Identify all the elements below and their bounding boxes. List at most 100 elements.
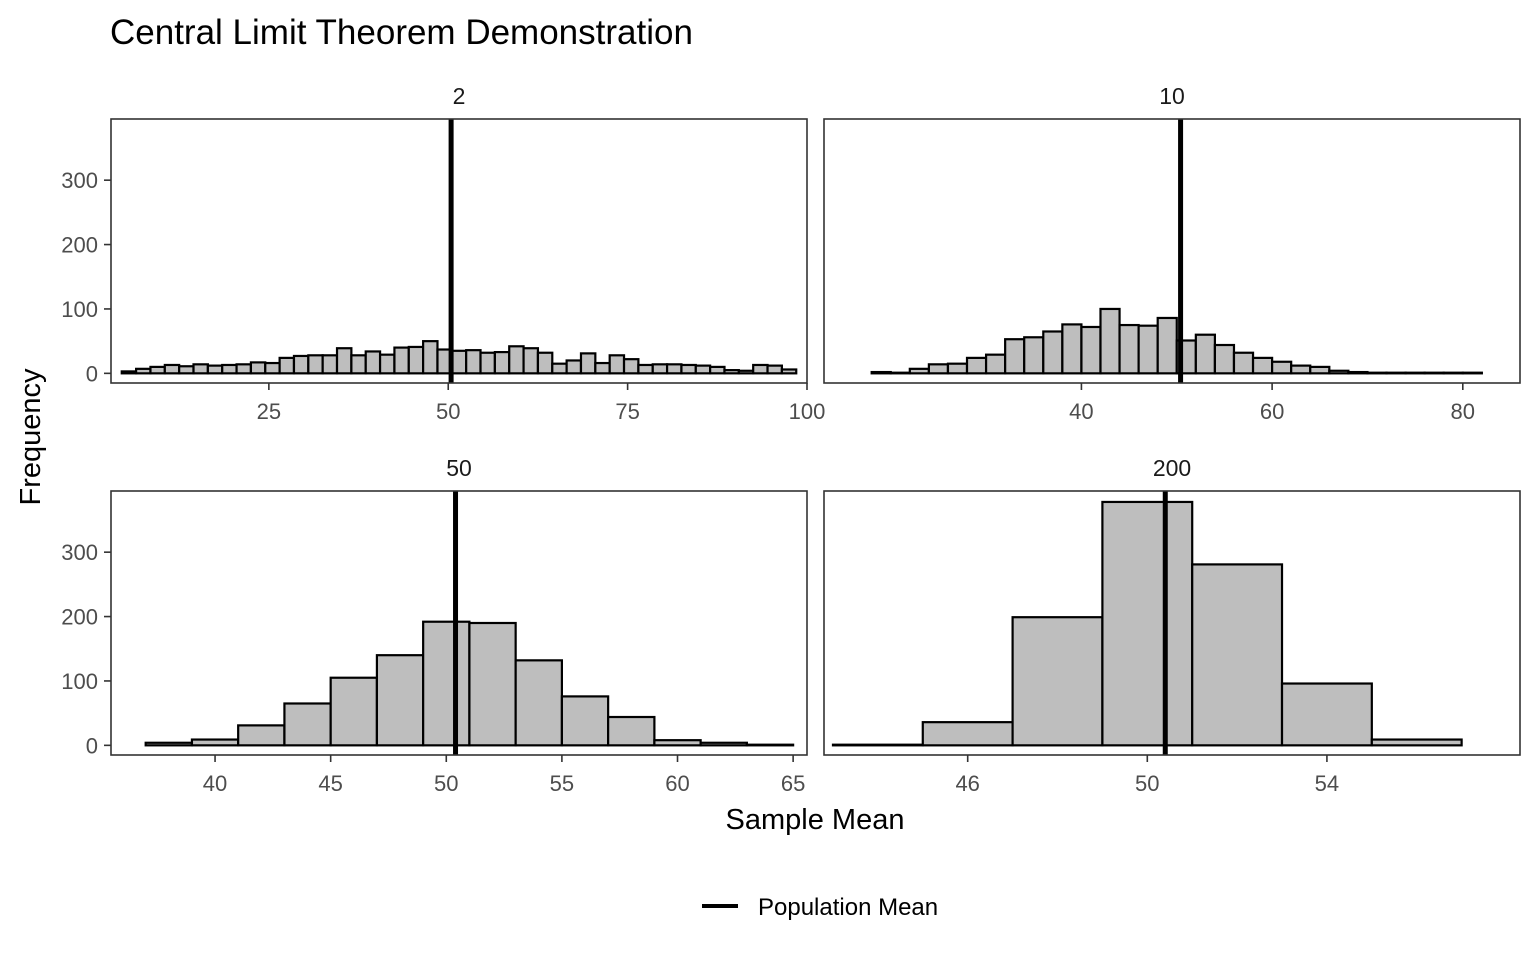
histogram-bar bbox=[766, 364, 783, 375]
facet-panel-50: 50 0 100 200 300 40 45 50 55 60 65 bbox=[61, 455, 808, 796]
histogram-bar bbox=[579, 352, 597, 375]
histogram-bar bbox=[321, 354, 339, 375]
x-tick-label: 40 bbox=[203, 771, 227, 796]
histogram-bar bbox=[680, 363, 697, 375]
histogram-bar bbox=[149, 365, 166, 375]
histogram-bar bbox=[927, 363, 950, 375]
histogram-bar bbox=[1191, 563, 1284, 747]
histogram-bar bbox=[422, 620, 471, 747]
x-tick-label: 40 bbox=[1069, 399, 1093, 424]
histogram-bar bbox=[745, 743, 795, 747]
histogram-bar bbox=[1251, 356, 1274, 375]
histogram-bar bbox=[1023, 336, 1045, 375]
x-tick-label: 50 bbox=[1135, 771, 1159, 796]
histogram-bar bbox=[206, 364, 224, 375]
histogram-bar bbox=[364, 350, 382, 375]
histogram-bar bbox=[407, 345, 425, 375]
histogram-bar bbox=[479, 351, 496, 375]
y-tick-label: 300 bbox=[61, 168, 98, 193]
legend: Population Mean bbox=[702, 894, 938, 921]
histogram-bar bbox=[1213, 343, 1236, 375]
histogram-bar bbox=[493, 350, 511, 375]
histogram-bar bbox=[144, 741, 194, 747]
histogram-bar bbox=[450, 349, 468, 375]
histogram-bar bbox=[292, 354, 310, 375]
histogram-bar bbox=[1271, 360, 1293, 375]
panel-border bbox=[823, 118, 1521, 384]
histogram-bar bbox=[1404, 371, 1426, 375]
histogram-bar bbox=[514, 659, 563, 747]
histogram-bar bbox=[393, 346, 410, 375]
facet-panel-2: 2 0 100 200 300 25 50 75 100 bbox=[61, 83, 825, 424]
histogram-bar bbox=[190, 738, 240, 747]
y-tick-label: 0 bbox=[86, 733, 98, 758]
histogram-bar bbox=[984, 353, 1007, 375]
histogram-bar bbox=[508, 345, 525, 375]
panel-border bbox=[110, 490, 808, 756]
histogram-bar bbox=[249, 361, 267, 375]
histogram-bar bbox=[163, 363, 181, 375]
x-tick-label: 25 bbox=[257, 399, 281, 424]
x-tick-label: 60 bbox=[1260, 399, 1284, 424]
histogram-bar bbox=[307, 354, 324, 375]
facet-strip-label: 2 bbox=[453, 83, 466, 109]
histogram-bar bbox=[1080, 325, 1102, 375]
histogram-bar bbox=[737, 369, 755, 375]
histogram-bar bbox=[565, 359, 583, 375]
histogram-bar bbox=[1309, 365, 1331, 375]
histogram-bar bbox=[921, 721, 1014, 747]
y-tick-label: 0 bbox=[86, 361, 98, 386]
histogram-bar bbox=[1385, 371, 1407, 375]
histogram-bar bbox=[135, 367, 152, 375]
histogram-bar bbox=[1061, 323, 1083, 375]
facet-panel-200: 200 46 50 54 bbox=[823, 455, 1521, 796]
histogram-bar bbox=[422, 340, 439, 375]
histogram-bar bbox=[709, 365, 726, 375]
histogram-bar bbox=[1232, 351, 1255, 375]
x-tick-label: 100 bbox=[789, 399, 826, 424]
histogram-bar bbox=[1442, 371, 1464, 375]
histogram-bar bbox=[221, 363, 238, 375]
histogram-bar bbox=[178, 365, 195, 375]
histogram-bar bbox=[622, 358, 640, 375]
y-tick-label: 200 bbox=[61, 605, 98, 630]
histogram-bar bbox=[752, 363, 769, 375]
x-tick-label: 55 bbox=[550, 771, 574, 796]
histogram-bar bbox=[1099, 307, 1121, 375]
histogram-bar bbox=[1461, 371, 1483, 375]
histogram-bar bbox=[831, 743, 924, 747]
histogram-bar bbox=[1280, 682, 1373, 747]
histogram-bar bbox=[1194, 333, 1217, 375]
x-tick-label: 60 bbox=[665, 771, 689, 796]
histogram-bar bbox=[192, 363, 209, 375]
histogram-bar bbox=[1366, 371, 1388, 375]
panel-border bbox=[823, 490, 1521, 756]
histogram-bar bbox=[560, 695, 610, 747]
histogram-bar bbox=[607, 715, 656, 747]
chart-title: Central Limit Theorem Demonstration bbox=[110, 13, 693, 52]
facet-strip-label: 200 bbox=[1153, 455, 1191, 481]
histogram-bar bbox=[780, 368, 798, 375]
histogram-bar bbox=[694, 364, 712, 375]
x-tick-label: 46 bbox=[955, 771, 979, 796]
histogram-bar bbox=[637, 363, 654, 375]
histogram-bar bbox=[699, 741, 748, 747]
histogram-bar bbox=[1156, 316, 1178, 375]
x-tick-label: 50 bbox=[434, 771, 458, 796]
histogram-bar bbox=[522, 347, 540, 375]
y-tick-label: 100 bbox=[61, 669, 98, 694]
histogram-bar bbox=[946, 362, 969, 375]
histogram-bar bbox=[283, 702, 332, 747]
facet-panels: 2 0 100 200 300 25 50 75 100 10 40 60 80 50 0 100 200 300… bbox=[61, 83, 1521, 796]
y-tick-label: 200 bbox=[61, 233, 98, 258]
histogram-bar bbox=[1137, 324, 1159, 375]
histogram-bar bbox=[551, 362, 568, 375]
histogram-bar bbox=[665, 363, 683, 375]
histogram-bar bbox=[594, 361, 611, 375]
histogram-bar bbox=[1347, 370, 1369, 375]
histogram-bar bbox=[1042, 330, 1064, 375]
histogram-bar bbox=[1118, 323, 1140, 375]
histogram-bar bbox=[1290, 364, 1312, 375]
histogram-bar bbox=[375, 654, 425, 747]
